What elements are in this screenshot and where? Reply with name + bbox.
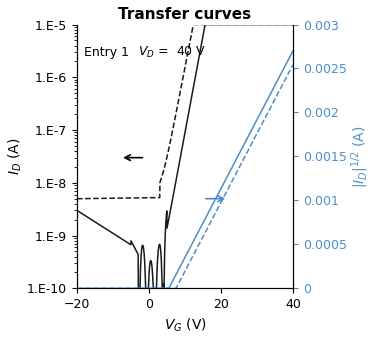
Y-axis label: $|I_D|^{1/2}$ (A): $|I_D|^{1/2}$ (A) <box>349 125 371 188</box>
Title: Transfer curves: Transfer curves <box>118 7 251 22</box>
Text: $V_D$ =  40 V: $V_D$ = 40 V <box>138 45 206 60</box>
Text: Entry 1: Entry 1 <box>84 46 129 59</box>
Y-axis label: $I_D$ (A): $I_D$ (A) <box>7 138 24 175</box>
X-axis label: $V_G$ (V): $V_G$ (V) <box>164 317 206 334</box>
